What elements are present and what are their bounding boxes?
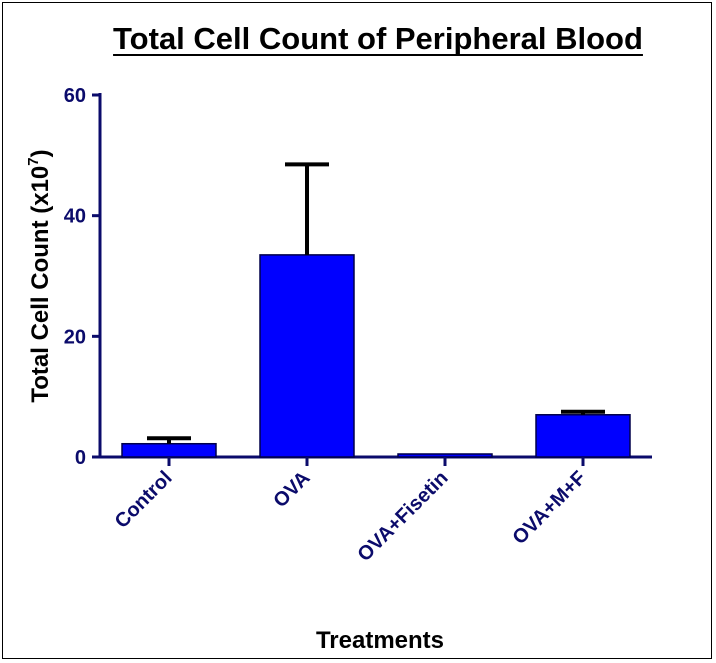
svg-text:Total Cell Count (x107): Total Cell Count (x107) [25,149,54,402]
y-axis-title-text: Total Cell Count (x10 [27,166,54,403]
x-category-label: Control [111,467,177,533]
x-category-label: OVA+Fisetin [354,467,453,566]
y-tick-label: 40 [64,206,86,228]
y-tick-label: 20 [64,326,86,348]
y-axis-title-exponent: 7 [25,157,42,165]
bar [535,414,631,458]
y-axis-title-close: ) [27,149,54,157]
x-axis-title: Treatments [316,627,444,654]
bar [397,453,493,458]
x-category-label: OVA [269,467,314,512]
x-category-label: OVA+M+F [508,467,590,549]
y-axis-title: Total Cell Count (x107) [25,149,54,402]
bar [259,254,355,458]
y-tick-label: 0 [75,447,86,469]
bar [121,442,217,458]
plot-area: 0 20 40 60 Control OVA OVA+Fisetin OVA+M+F [64,85,652,566]
y-tick-label: 60 [64,85,86,107]
chart-title: Total Cell Count of Peripheral Blood [113,21,643,56]
